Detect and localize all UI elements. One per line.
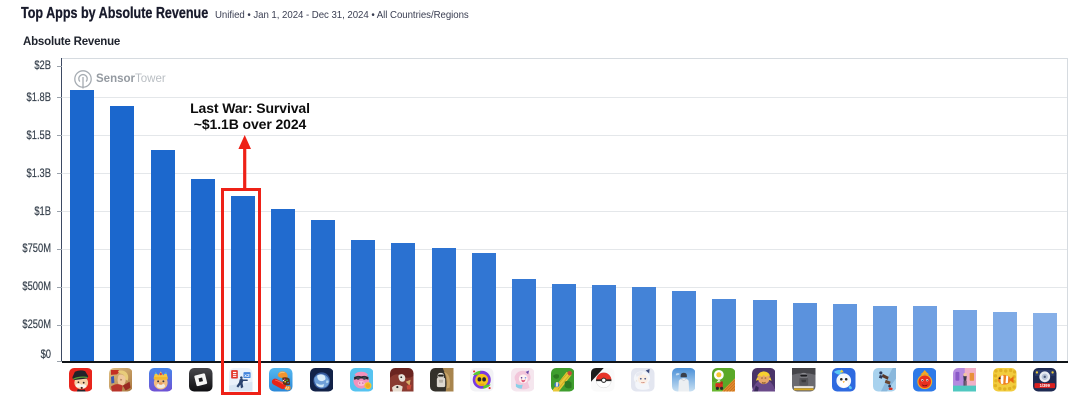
- svg-text:1/399: 1/399: [1040, 383, 1051, 388]
- svg-text:x2: x2: [244, 373, 250, 379]
